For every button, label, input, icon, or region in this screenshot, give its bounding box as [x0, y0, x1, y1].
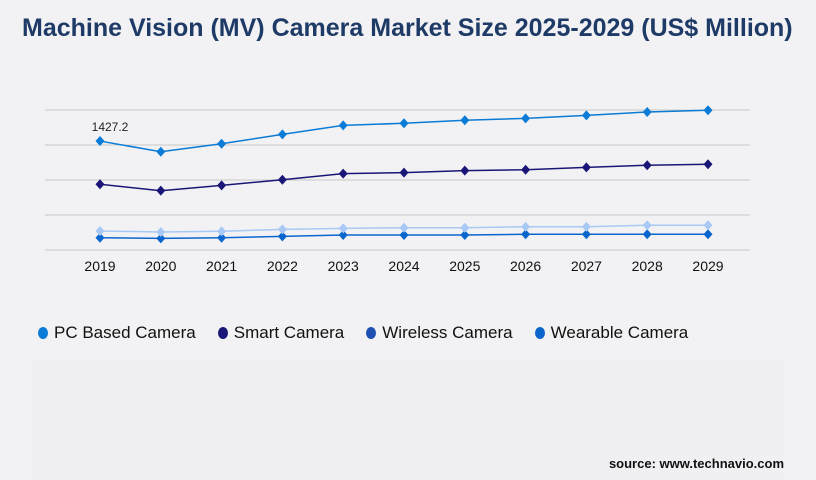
data-point	[642, 160, 652, 171]
data-point	[642, 229, 652, 240]
data-point	[460, 230, 470, 241]
data-point	[95, 179, 105, 190]
data-point	[338, 223, 348, 234]
x-tick-label: 2021	[206, 258, 237, 274]
data-point	[338, 120, 348, 131]
legend-item: Smart Camera	[217, 323, 345, 343]
data-point	[399, 118, 409, 129]
data-point	[156, 226, 166, 237]
x-tick-label: 2022	[267, 258, 298, 274]
legend-marker-icon	[366, 327, 377, 339]
legend-panel-background	[32, 360, 784, 480]
data-point	[277, 224, 287, 235]
x-tick-label: 2026	[510, 258, 541, 274]
data-point	[703, 229, 713, 240]
data-point	[703, 159, 713, 170]
data-point	[217, 226, 227, 237]
series-line	[99, 109, 709, 153]
legend-marker-icon	[534, 327, 545, 339]
legend-label: Wireless Camera	[382, 323, 513, 342]
data-point	[642, 220, 652, 231]
line-chart: 2019 2020 2021 2022 2023 2024 2025 2026 2027 2028…	[45, 105, 750, 274]
x-tick-label: 2024	[388, 258, 419, 274]
data-point	[95, 232, 105, 243]
legend-item: PC Based Camera	[38, 323, 196, 343]
data-point	[581, 162, 591, 173]
x-tick-label: 2020	[145, 258, 176, 274]
data-point	[581, 110, 591, 121]
data-point	[277, 129, 287, 140]
source-label: source: www.technavio.com	[608, 456, 784, 471]
data-point	[399, 167, 409, 178]
data-point	[460, 165, 470, 176]
legend-item: Wearable Camera	[534, 323, 689, 343]
chart-title: Machine Vision (MV) Camera Market Size 2…	[22, 14, 793, 42]
data-point	[277, 174, 287, 185]
legend-marker-icon	[38, 327, 48, 339]
x-tick-label: 2023	[328, 258, 359, 274]
data-point	[521, 113, 531, 124]
legend: PC Based Camera Smart Camera Wireless Came…	[38, 323, 688, 343]
legend-item: Wireless Camera	[366, 323, 513, 343]
legend-label: Smart Camera	[233, 323, 345, 342]
data-point	[460, 222, 470, 233]
x-tick-label: 2029	[692, 258, 723, 274]
data-point	[217, 232, 227, 243]
data-label: 1427.2	[92, 120, 129, 134]
data-point	[338, 230, 348, 241]
data-point	[217, 180, 227, 191]
data-point	[338, 168, 348, 179]
data-point	[277, 231, 287, 242]
data-point	[399, 230, 409, 241]
data-point	[581, 229, 591, 240]
data-point	[642, 106, 652, 117]
legend-label: Wearable Camera	[550, 323, 689, 342]
x-tick-label: 2028	[632, 258, 663, 274]
data-point	[521, 229, 531, 240]
data-point	[581, 221, 591, 232]
data-point	[95, 225, 105, 236]
data-point	[95, 136, 105, 147]
legend-marker-icon	[217, 327, 228, 339]
data-point	[521, 221, 531, 232]
data-point	[521, 164, 531, 175]
data-point	[703, 220, 713, 231]
legend-label: PC Based Camera	[54, 323, 196, 342]
data-point	[703, 105, 713, 116]
x-tick-label: 2025	[449, 258, 480, 274]
x-tick-label: 2019	[84, 258, 115, 274]
data-point	[399, 222, 409, 233]
data-point	[460, 115, 470, 126]
data-point	[217, 138, 227, 149]
data-point	[156, 185, 166, 196]
data-point	[156, 146, 166, 157]
x-tick-label: 2027	[571, 258, 602, 274]
data-point	[156, 233, 166, 244]
